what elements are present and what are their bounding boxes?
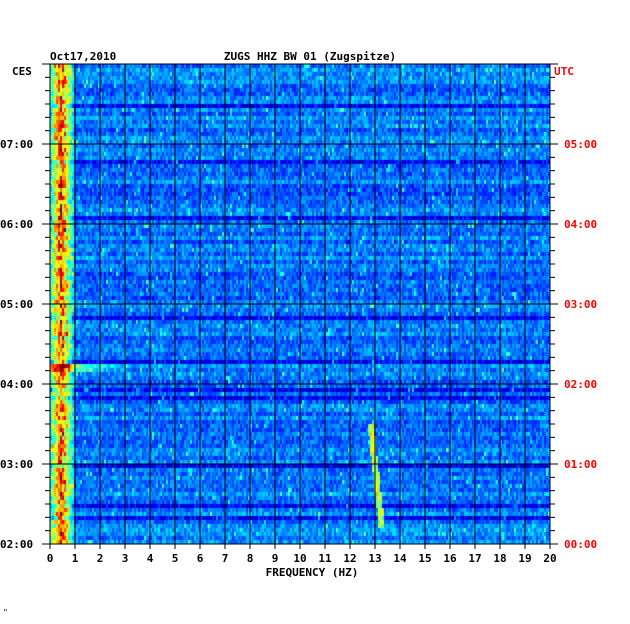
left-time-label: 05:00 — [0, 298, 33, 311]
right-time-label: 02:00 — [564, 378, 597, 391]
left-zone-label: CES — [12, 65, 32, 78]
right-time-label: 01:00 — [564, 458, 597, 471]
left-time-label: 04:00 — [0, 378, 33, 391]
x-tick-label: 20 — [543, 552, 556, 565]
x-tick-label: 0 — [47, 552, 54, 565]
footer-mark: " — [3, 608, 8, 617]
right-time-label: 05:00 — [564, 138, 597, 151]
x-tick-label: 9 — [272, 552, 279, 565]
grid-lines — [50, 64, 550, 544]
right-zone-label: UTC — [554, 65, 574, 78]
x-tick-label: 16 — [443, 552, 457, 565]
x-tick-label: 18 — [493, 552, 506, 565]
chart-title: ZUGS HHZ BW 01 (Zugspitze) — [224, 50, 396, 63]
x-axis-label: FREQUENCY (HZ) — [266, 566, 359, 579]
x-tick-label: 7 — [222, 552, 229, 565]
x-tick-label: 8 — [247, 552, 254, 565]
right-time-label: 00:00 — [564, 538, 597, 551]
x-tick-label: 19 — [518, 552, 531, 565]
left-time-label: 03:00 — [0, 458, 33, 471]
x-tick-label: 14 — [393, 552, 407, 565]
x-tick-label: 6 — [197, 552, 204, 565]
left-time-label: 06:00 — [0, 218, 33, 231]
x-tick-label: 11 — [318, 552, 332, 565]
left-time-label: 07:00 — [0, 138, 33, 151]
right-time-label: 03:00 — [564, 298, 597, 311]
right-time-label: 04:00 — [564, 218, 597, 231]
x-tick-label: 15 — [418, 552, 431, 565]
x-tick-label: 13 — [368, 552, 381, 565]
x-tick-label: 5 — [172, 552, 179, 565]
left-time-label: 02:00 — [0, 538, 33, 551]
left-time-axis: 07:00 06:00 05:00 04:00 03:00 02:00 — [0, 63, 50, 551]
x-tick-label: 17 — [468, 552, 481, 565]
chart-date: Oct17,2010 — [50, 50, 116, 63]
x-tick-label: 10 — [293, 552, 306, 565]
x-tick-label: 4 — [147, 552, 154, 565]
x-axis: 0 1 2 3 4 5 6 7 8 9 10 11 12 13 14 15 16 17 18 19 20 — [47, 544, 557, 565]
x-tick-label: 1 — [72, 552, 79, 565]
x-tick-label: 12 — [343, 552, 356, 565]
x-tick-label: 3 — [122, 552, 129, 565]
x-tick-label: 2 — [97, 552, 104, 565]
right-time-axis: 05:00 04:00 03:00 02:00 01:00 00:00 — [550, 63, 597, 551]
